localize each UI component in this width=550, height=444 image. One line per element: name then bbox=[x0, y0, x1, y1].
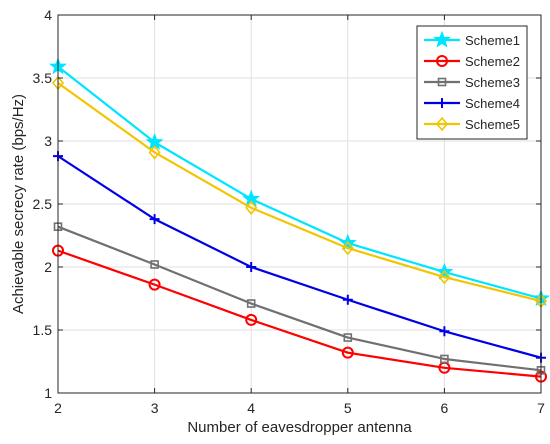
legend-item-scheme1: Scheme1 bbox=[424, 30, 520, 48]
y-tick-label: 3.5 bbox=[33, 70, 53, 86]
y-tick-label: 1 bbox=[44, 385, 52, 401]
legend-label: Scheme3 bbox=[465, 75, 520, 90]
data-point-scheme3 bbox=[343, 333, 353, 342]
data-point-scheme5 bbox=[148, 145, 161, 160]
series-line-scheme1 bbox=[57, 65, 542, 300]
legend-item-scheme2: Scheme2 bbox=[424, 54, 520, 69]
data-point-scheme5 bbox=[438, 269, 451, 285]
legend-swatch-marker bbox=[435, 116, 449, 132]
y-tick-label: 2 bbox=[44, 259, 52, 275]
data-point-scheme2 bbox=[245, 313, 258, 326]
series-line-scheme3 bbox=[57, 225, 542, 372]
legend-label: Scheme2 bbox=[465, 54, 520, 69]
legend: Scheme1 Scheme2 Scheme3 Scheme4 Scheme5 bbox=[416, 25, 528, 140]
x-tick-label: 5 bbox=[344, 400, 352, 416]
y-tick-label: 4 bbox=[44, 7, 52, 23]
data-point-scheme4 bbox=[149, 214, 160, 225]
data-point-scheme3 bbox=[440, 354, 449, 364]
data-point-scheme4 bbox=[342, 294, 353, 305]
y-tick-label: 1.5 bbox=[33, 322, 53, 338]
data-point-scheme2 bbox=[148, 278, 161, 291]
legend-swatch-marker bbox=[437, 98, 447, 108]
legend-item-scheme5: Scheme5 bbox=[424, 116, 520, 132]
legend-swatch-marker bbox=[433, 30, 451, 48]
series-scheme3 bbox=[53, 222, 546, 375]
data-point-scheme4 bbox=[246, 262, 257, 272]
x-tick-label: 6 bbox=[441, 400, 449, 416]
x-tick-label: 7 bbox=[537, 400, 545, 416]
series-line-scheme5 bbox=[57, 82, 542, 303]
x-axis-ticks: 2 3 4 5 6 7 bbox=[54, 15, 545, 416]
data-point-scheme3 bbox=[150, 260, 159, 269]
legend-label: Scheme5 bbox=[465, 117, 520, 132]
legend-label: Scheme1 bbox=[465, 33, 520, 48]
x-tick-label: 2 bbox=[54, 400, 62, 416]
legend-item-scheme3: Scheme3 bbox=[424, 75, 520, 90]
x-tick-label: 4 bbox=[247, 400, 255, 416]
x-axis-label: Number of eavesdropper antenna bbox=[187, 419, 412, 436]
x-tick-label: 3 bbox=[151, 400, 159, 416]
series-line-scheme4 bbox=[57, 155, 542, 359]
data-point-scheme2 bbox=[341, 346, 354, 359]
data-point-scheme4 bbox=[439, 326, 450, 337]
data-point-scheme5 bbox=[245, 200, 258, 216]
y-axis-label: Achievable secrecy rate (bps/Hz) bbox=[10, 94, 27, 314]
data-point-scheme5 bbox=[341, 240, 354, 256]
legend-item-scheme4: Scheme4 bbox=[424, 96, 520, 111]
series-layer bbox=[49, 57, 550, 383]
legend-swatch-marker bbox=[436, 55, 448, 67]
y-axis-ticks: 1 1.5 2 2.5 3 3.5 4 bbox=[33, 7, 541, 401]
y-tick-label: 3 bbox=[44, 133, 52, 149]
legend-label: Scheme4 bbox=[465, 96, 520, 111]
y-tick-label: 2.5 bbox=[33, 196, 53, 212]
legend-swatch-marker bbox=[437, 77, 447, 87]
series-line-scheme2 bbox=[57, 249, 542, 378]
data-point-scheme3 bbox=[246, 299, 256, 308]
grid-lines bbox=[57, 14, 542, 394]
